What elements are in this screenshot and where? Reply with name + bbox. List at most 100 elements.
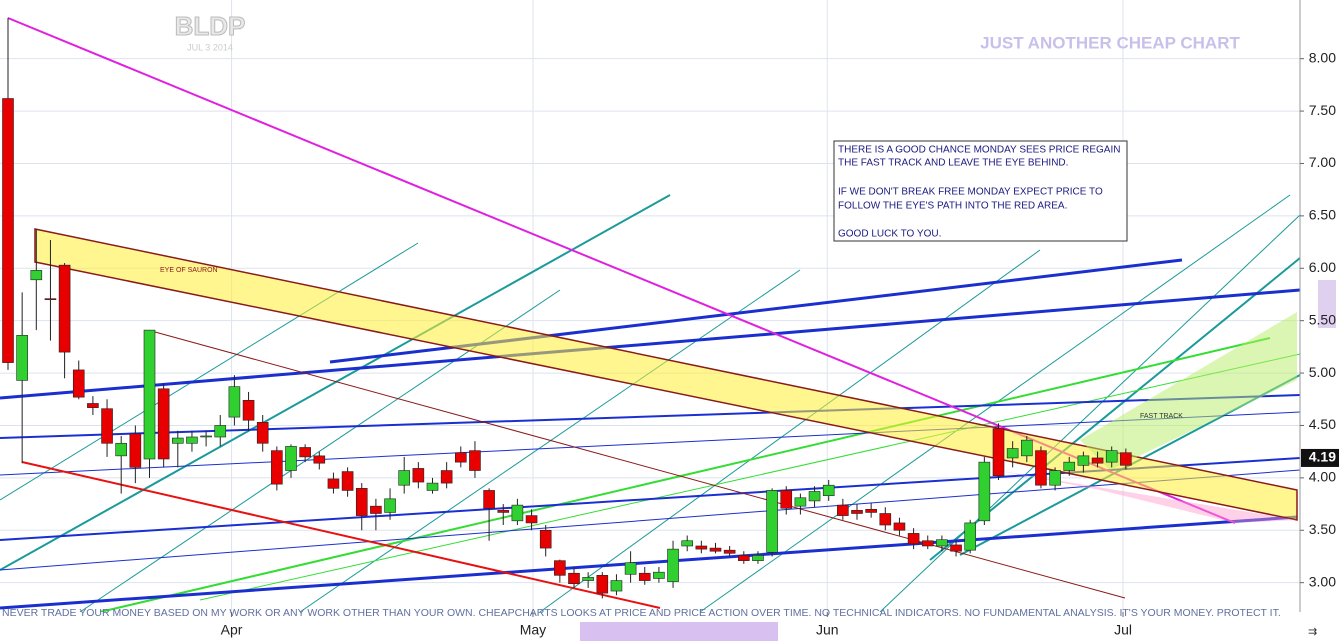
candle-body <box>737 555 750 561</box>
candle-body <box>964 522 977 551</box>
candle-body <box>978 461 991 522</box>
trend-line <box>0 469 1301 571</box>
scrollbar[interactable] <box>580 622 778 641</box>
y-tick-label: 3.00 <box>1309 573 1336 589</box>
candle-body <box>907 533 920 545</box>
y-tick-label: 6.00 <box>1309 259 1336 275</box>
y-tick-label: 6.50 <box>1309 207 1336 223</box>
note-line: FOLLOW THE EYE'S PATH INTO THE RED AREA. <box>838 201 1067 212</box>
y-tick-label: 4.00 <box>1309 469 1336 485</box>
fast-track-label: FAST TRACK <box>1140 413 1183 420</box>
candle-body <box>582 577 594 581</box>
candle-body <box>780 490 793 509</box>
x-tick-label: Jun <box>816 622 839 638</box>
candle-body <box>950 544 962 552</box>
candle-body <box>667 548 679 582</box>
trend-line <box>879 214 1301 613</box>
candle-body <box>469 450 481 471</box>
candle-body <box>554 560 566 576</box>
candle-body <box>851 510 863 514</box>
plot-area <box>0 0 1300 612</box>
candle-body <box>115 442 127 457</box>
x-tick-label: Jul <box>1114 622 1132 638</box>
trend-line <box>539 249 1041 613</box>
candle-body <box>1020 439 1033 457</box>
candle-body <box>893 522 906 531</box>
candle-body <box>228 386 241 418</box>
candle-body <box>723 549 736 554</box>
candle-body <box>454 452 467 463</box>
y-tick-label: 4.50 <box>1309 416 1336 432</box>
candle-body <box>879 513 892 526</box>
candle-body <box>2 98 14 363</box>
y-tick-label: 7.50 <box>1309 102 1336 118</box>
candle-body <box>525 515 538 524</box>
candle-body <box>30 270 43 281</box>
candle-body <box>426 482 439 491</box>
candle-body <box>610 580 623 592</box>
candle-body <box>256 422 269 444</box>
x-tick-label: Apr <box>221 622 243 638</box>
candle-body <box>808 491 821 502</box>
y-tick-label: 3.50 <box>1309 521 1336 537</box>
candle-body <box>822 484 835 496</box>
y-tick-label: 5.50 <box>1309 311 1336 327</box>
candle-body <box>837 504 849 516</box>
scroll-handle[interactable] <box>1318 280 1336 328</box>
trend-line <box>299 269 801 613</box>
trend-line <box>699 194 1291 613</box>
trend-line <box>0 288 1301 400</box>
candle-body <box>766 490 778 553</box>
candle-body <box>186 436 198 444</box>
chart-subtitle: JUL 3 2014 <box>187 42 233 52</box>
candle-body <box>157 388 170 460</box>
candle-body <box>87 403 99 408</box>
eye-band <box>34 228 1298 521</box>
trend-line <box>0 515 1298 610</box>
candle-body <box>200 435 212 438</box>
trend-line <box>21 461 661 609</box>
last-price-box <box>1301 448 1339 467</box>
candle-body <box>709 547 722 552</box>
candle-body <box>72 369 85 398</box>
candle-body <box>101 408 113 444</box>
disclaimer: NEVER TRADE YOUR MONEY BASED ON MY WORK … <box>2 607 1281 619</box>
note-line: IF WE DON'T BREAK FREE MONDAY EXPECT PRI… <box>838 187 1103 198</box>
candle-body <box>16 335 28 381</box>
note-line: GOOD LUCK TO YOU. <box>838 229 941 240</box>
candle-body <box>1006 448 1019 459</box>
candle-body <box>398 470 411 486</box>
candle-body <box>794 497 807 507</box>
trend-line <box>0 411 1301 476</box>
candle-body <box>1105 450 1118 463</box>
y-tick-label: 7.00 <box>1309 154 1336 170</box>
candle-body <box>539 529 552 549</box>
last-price-label: 4.19 <box>1309 449 1336 465</box>
trend-line <box>929 257 1301 561</box>
candle-body <box>341 471 354 491</box>
trend-line <box>0 194 671 571</box>
trend-line <box>99 337 1271 613</box>
red-area <box>995 470 1297 523</box>
candle-body <box>58 264 71 353</box>
candle-body <box>1063 461 1076 471</box>
candle-body <box>653 571 665 579</box>
candle-body <box>44 298 57 301</box>
chart-title: BLDP <box>175 11 246 41</box>
candle-body <box>921 540 934 547</box>
candle-body <box>313 455 326 464</box>
candle-body <box>1035 450 1047 486</box>
candle-body <box>1120 452 1132 466</box>
candle-body <box>172 437 184 444</box>
candle-body <box>384 498 396 513</box>
candle-body <box>992 428 1005 477</box>
note-line: THERE IS A GOOD CHANCE MONDAY SEES PRICE… <box>838 145 1120 156</box>
candle-body <box>497 510 510 513</box>
candle-body <box>370 505 382 514</box>
candles <box>2 17 1132 599</box>
trend-lines <box>0 17 1301 613</box>
candle-body <box>214 425 227 438</box>
candle-body <box>483 490 495 509</box>
corner-icon[interactable]: ⇉ <box>1308 626 1317 638</box>
